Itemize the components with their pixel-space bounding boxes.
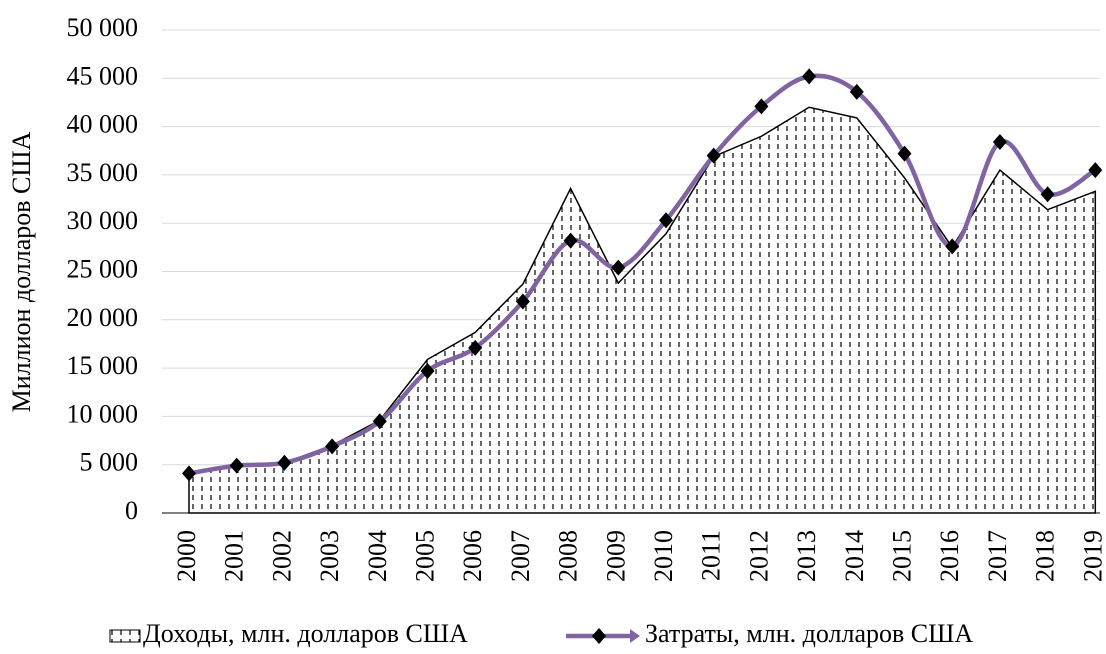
marker xyxy=(468,339,483,356)
legend-label: Доходы, млн. долларов США xyxy=(143,619,468,648)
x-tick-label: 2014 xyxy=(840,530,869,582)
marker xyxy=(229,457,244,474)
y-tick-label: 5 000 xyxy=(80,448,139,477)
marker xyxy=(706,147,721,164)
y-tick-label: 20 000 xyxy=(67,303,139,332)
y-tick-label: 40 000 xyxy=(67,110,139,139)
x-tick-label: 2018 xyxy=(1031,530,1060,582)
y-tick-label: 0 xyxy=(125,496,138,525)
marker xyxy=(754,98,769,115)
legend-swatch xyxy=(109,629,141,643)
marker xyxy=(563,232,578,249)
y-tick-label: 45 000 xyxy=(67,61,139,90)
marker xyxy=(372,413,387,430)
marker xyxy=(897,145,912,162)
x-tick-label: 2012 xyxy=(744,530,773,582)
marker xyxy=(849,83,864,100)
x-tick-label: 2016 xyxy=(935,530,964,582)
x-tick-label: 2007 xyxy=(506,530,535,582)
y-tick-label: 25 000 xyxy=(67,254,139,283)
y-tick-label: 35 000 xyxy=(67,158,139,187)
marker xyxy=(420,362,435,379)
marker xyxy=(945,238,960,255)
legend-marker xyxy=(592,628,606,644)
marker xyxy=(1040,186,1055,203)
x-tick-label: 2013 xyxy=(792,530,821,582)
marker xyxy=(659,212,673,229)
marker xyxy=(611,259,626,276)
marker xyxy=(992,134,1007,151)
y-axis-label: Миллион долларов США xyxy=(7,131,36,412)
x-tick-label: 2010 xyxy=(649,530,678,582)
y-tick-label: 10 000 xyxy=(67,399,139,428)
marker xyxy=(277,454,292,471)
x-tick-label: 2002 xyxy=(267,530,296,582)
legend-arrow xyxy=(630,629,640,643)
area xyxy=(188,106,1097,514)
marker xyxy=(1088,162,1103,179)
y-tick-label: 15 000 xyxy=(67,351,139,380)
marker xyxy=(515,293,530,310)
x-tick-label: 2017 xyxy=(983,530,1012,582)
marker xyxy=(802,68,817,85)
legend-label: Затраты, млн. долларов США xyxy=(645,619,973,648)
x-tick-label: 2008 xyxy=(554,530,583,582)
marker xyxy=(325,438,340,455)
y-tick-label: 30 000 xyxy=(67,206,139,235)
x-tick-label: 2005 xyxy=(410,530,439,582)
x-tick-label: 2015 xyxy=(887,530,916,582)
x-tick-label: 2011 xyxy=(697,530,726,581)
x-tick-label: 2003 xyxy=(315,530,344,582)
x-tick-label: 2006 xyxy=(458,530,487,582)
y-tick-label: 50 000 xyxy=(67,13,139,42)
x-tick-label: 2000 xyxy=(172,530,201,582)
x-tick-label: 2001 xyxy=(220,530,249,582)
x-tick-label: 2009 xyxy=(601,530,630,582)
x-tick-label: 2004 xyxy=(363,530,392,582)
marker xyxy=(182,465,196,482)
x-tick-label: 2019 xyxy=(1078,530,1106,582)
